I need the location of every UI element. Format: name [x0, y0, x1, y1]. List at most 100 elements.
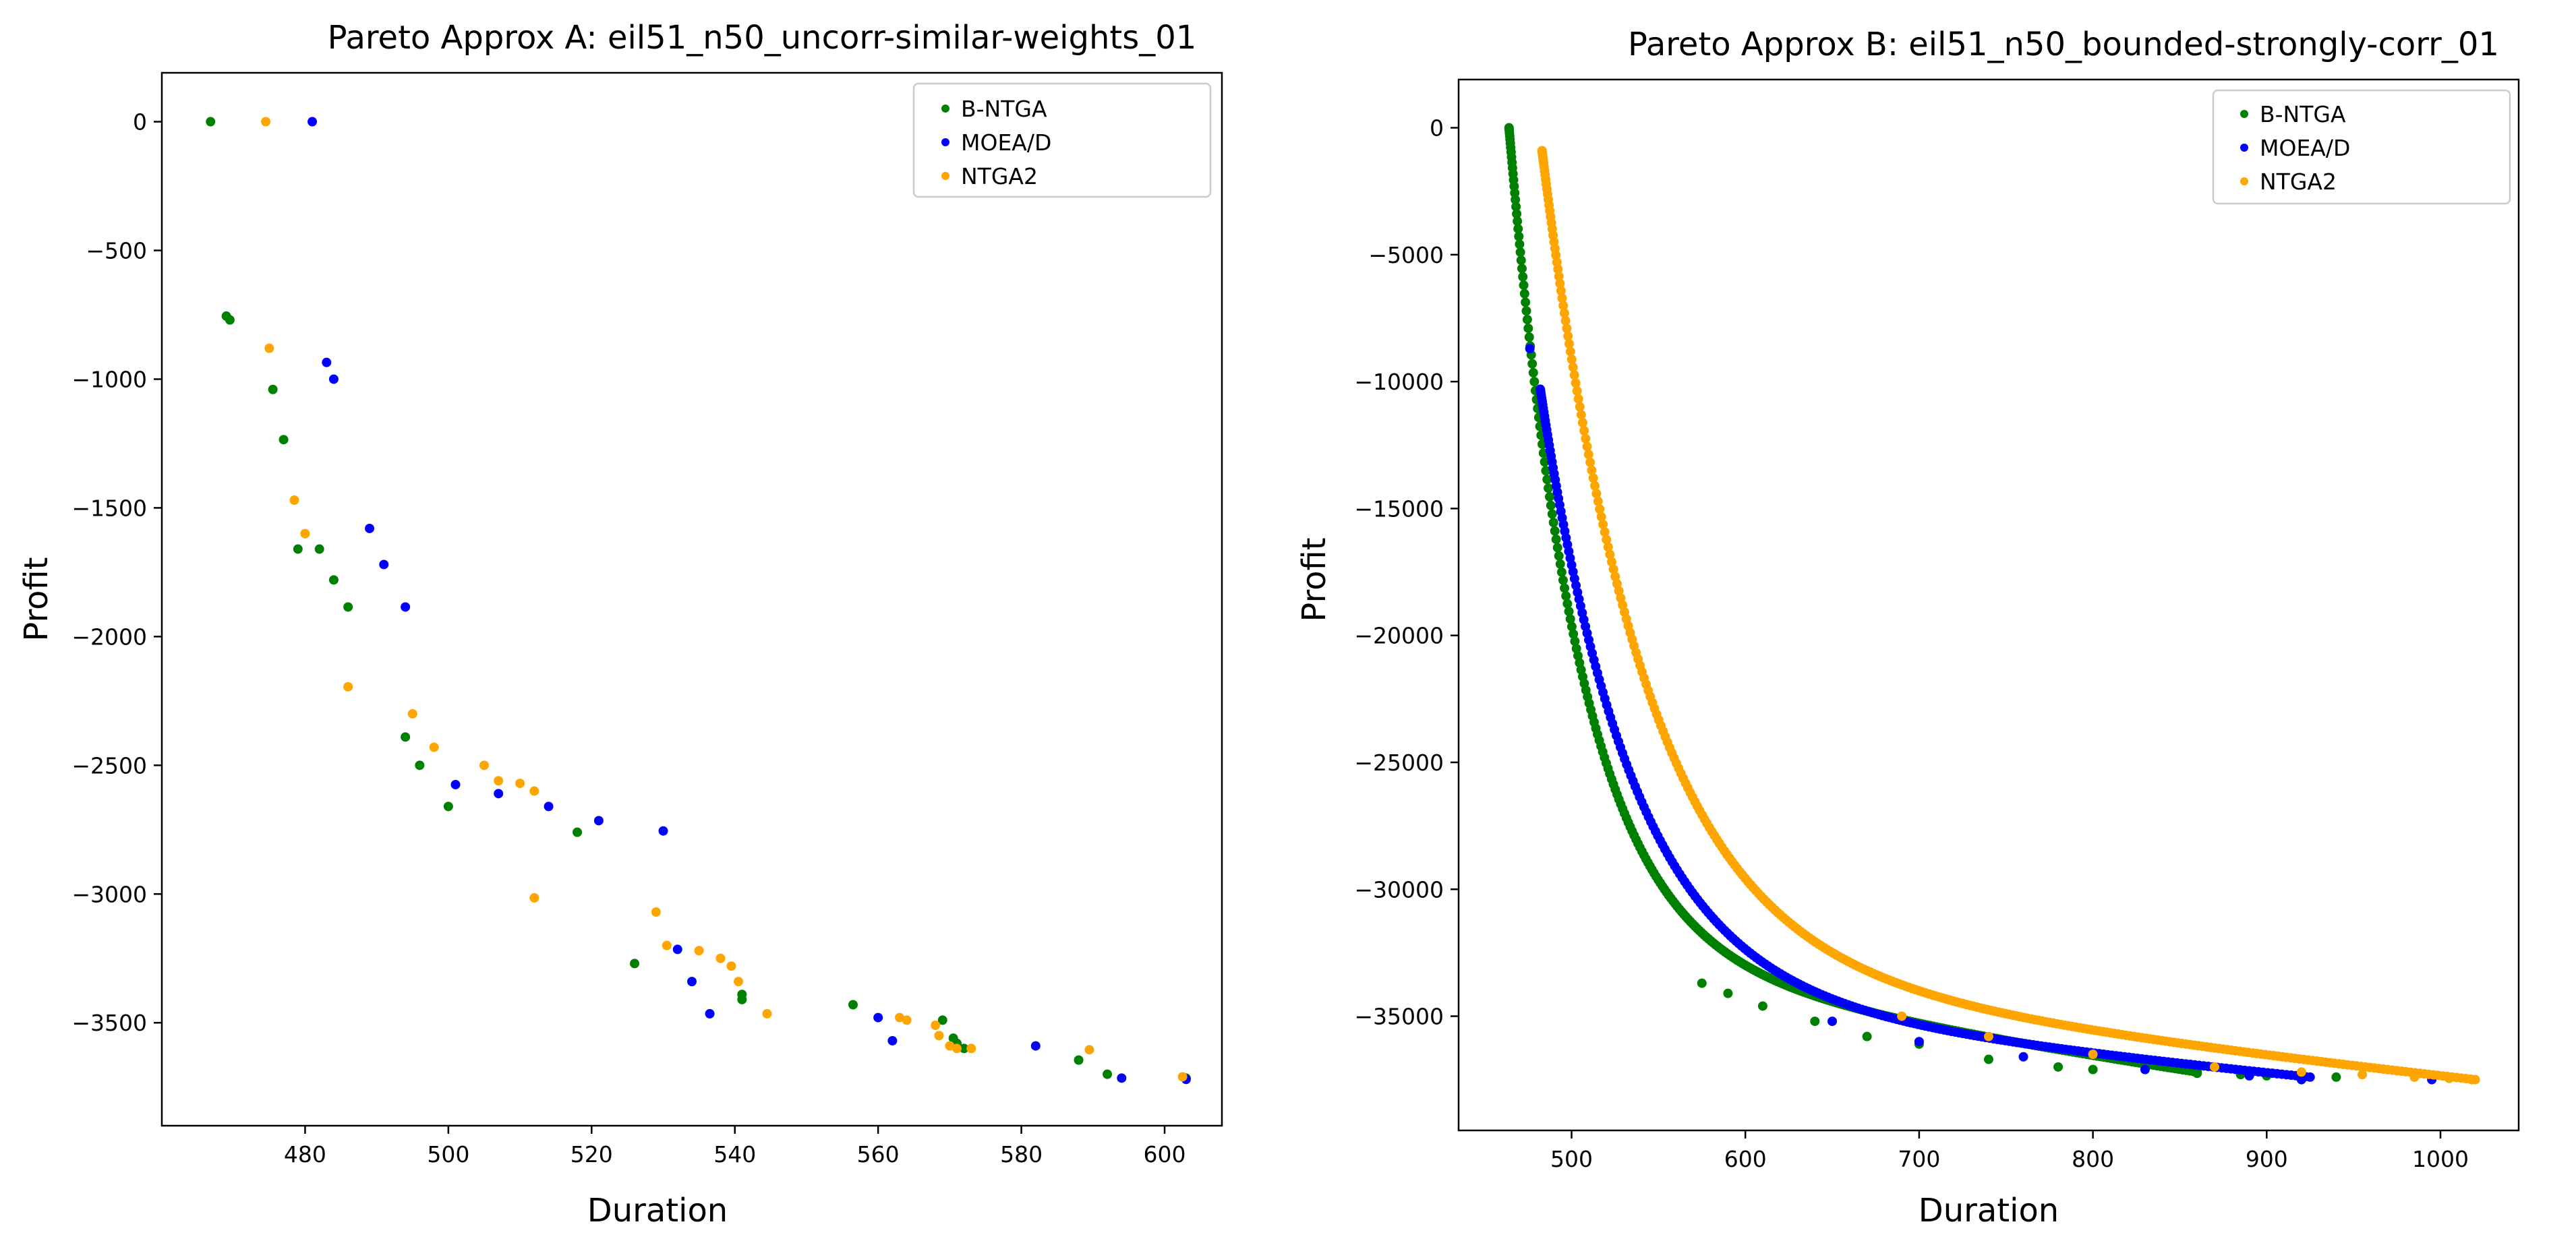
- chart-a-point-ntga2: [662, 940, 672, 950]
- chart-a-x-tick-label: 540: [713, 1141, 756, 1168]
- chart-a-x-tick-label: 520: [570, 1141, 613, 1168]
- chart-b-point-ntga2: [1590, 481, 1600, 491]
- chart-b-point-b-ntga: [1540, 457, 1550, 467]
- chart-b-point-b-ntga: [2088, 1064, 2098, 1074]
- chart-b-point-ntga2: [1602, 535, 1612, 545]
- chart-a-point-b-ntga: [573, 827, 583, 837]
- chart-b-point-ntga2: [1606, 557, 1616, 567]
- chart-a-point-moea-d: [672, 944, 682, 954]
- chart-a-point-moea-d: [365, 523, 375, 533]
- chart-b-point-b-ntga: [1541, 466, 1551, 476]
- chart-a-point-moea-d: [1117, 1073, 1127, 1083]
- chart-b-point-ntga2: [1572, 386, 1582, 396]
- chart-b-point-b-ntga: [1516, 255, 1526, 266]
- chart-b-point-b-ntga: [1519, 289, 1529, 299]
- chart-a-point-ntga2: [762, 1008, 772, 1019]
- chart-b-point-b-ntga: [1573, 650, 1583, 661]
- chart-b-point-ntga2: [1568, 362, 1578, 372]
- chart-a-point-ntga2: [529, 786, 539, 796]
- chart-b-point-b-ntga: [1571, 644, 1581, 654]
- chart-a-y-tick-label: −500: [86, 238, 147, 264]
- chart-a-point-ntga2: [343, 681, 353, 692]
- chart-b-x-tick-label: 600: [1724, 1146, 1767, 1172]
- chart-b-point-b-ntga: [1510, 188, 1520, 198]
- chart-a-point-ntga2: [952, 1043, 962, 1054]
- chart-b-legend-marker-moead: [2240, 144, 2248, 152]
- chart-b-point-b-ntga: [1546, 500, 1556, 510]
- chart-a-point-b-ntga: [343, 602, 353, 612]
- chart-b-x-tick-label: 800: [2072, 1146, 2114, 1172]
- chart-b-point-b-ntga: [1556, 567, 1567, 577]
- chart-b-point-ntga2: [1600, 527, 1610, 537]
- chart-b-point-ntga2: [2210, 1062, 2220, 1072]
- chart-a-point-moea-d: [308, 117, 318, 127]
- chart-b-point-b-ntga: [1555, 559, 1565, 569]
- chart-a-point-moea-d: [593, 816, 604, 826]
- chart-b-point-b-ntga: [1521, 306, 1531, 316]
- chart-b-point-ntga2: [1598, 519, 1608, 529]
- chart-a-y-tick-label: −1500: [71, 495, 147, 521]
- chart-a-point-b-ntga: [415, 760, 425, 770]
- chart-b-point-b-ntga: [1551, 535, 1561, 545]
- chart-b-point-b-ntga: [1567, 622, 1577, 632]
- chart-b-point-b-ntga: [1723, 988, 1733, 998]
- chart-a-point-moea-d: [322, 357, 332, 367]
- chart-b-x-tick-label: 1000: [2412, 1146, 2469, 1172]
- chart-a-point-moea-d: [328, 374, 339, 384]
- chart-a-point-ntga2: [895, 1012, 905, 1023]
- chart-a-point-b-ntga: [328, 575, 339, 585]
- chart-b-point-ntga2: [1608, 564, 1618, 574]
- chart-a-y-tick-label: −2500: [71, 752, 147, 779]
- chart-a-point-b-ntga: [937, 1015, 947, 1025]
- chart-b-point-ntga2: [1595, 504, 1605, 514]
- chart-b-point-b-ntga: [1862, 1031, 1872, 1041]
- chart-b-y-tick-label: 0: [1430, 115, 1444, 142]
- chart-a-x-tick-label: 580: [1000, 1141, 1043, 1168]
- chart-b-y-axis-label: Profit: [1295, 537, 1333, 622]
- chart-b-point-ntga2: [1563, 331, 1573, 341]
- chart-a-x-tick-label: 480: [284, 1141, 326, 1168]
- chart-b-point-ntga2: [1556, 286, 1566, 296]
- chart-b-point-b-ntga: [1514, 231, 1524, 241]
- chart-a-point-b-ntga: [401, 732, 411, 742]
- chart-b-point-b-ntga: [1544, 483, 1554, 493]
- chart-b-legend-box: [2212, 89, 2511, 205]
- chart-a-point-moea-d: [379, 559, 389, 570]
- chart-a-point-ntga2: [715, 953, 726, 963]
- chart-a-legend-marker-moead: [941, 138, 949, 146]
- chart-a: Pareto Approx A: eil51_n50_uncorr-simila…: [18, 19, 1223, 1230]
- chart-b-y-tick-label: −20000: [1354, 623, 1444, 649]
- chart-b-x-tick-label: 500: [1550, 1146, 1593, 1172]
- chart-a-point-moea-d: [401, 602, 411, 612]
- chart-b-point-b-ntga: [1511, 195, 1521, 205]
- chart-b-point-ntga2: [1575, 402, 1585, 412]
- chart-b-point-b-ntga: [1810, 1017, 1820, 1027]
- chart-a-point-ntga2: [734, 977, 744, 987]
- chart-b-point-ntga2: [1552, 257, 1562, 267]
- chart-b-point-ntga2: [1576, 410, 1586, 420]
- chart-a-point-moea-d: [687, 977, 697, 987]
- chart-b-legend-label-ntga2: NTGA2: [2260, 169, 2337, 195]
- chart-b-point-ntga2: [1612, 579, 1622, 589]
- chart-b-point-ntga2: [1587, 465, 1597, 475]
- chart-b-point-ntga2: [2358, 1070, 2368, 1080]
- chart-b-point-b-ntga: [1513, 224, 1523, 234]
- chart-a-point-ntga2: [966, 1043, 976, 1054]
- chart-b-point-b-ntga: [1522, 315, 1532, 325]
- chart-a-point-ntga2: [264, 343, 274, 353]
- chart-b-point-ntga2: [1603, 542, 1613, 552]
- chart-b-point-b-ntga: [1554, 551, 1564, 561]
- chart-a-legend-marker-ntga2: [941, 172, 949, 180]
- chart-b-point-b-ntga: [1552, 543, 1562, 553]
- chart-a-point-b-ntga: [268, 384, 278, 394]
- chart-b-point-ntga2: [1567, 355, 1577, 365]
- chart-b-point-ntga2: [1560, 315, 1571, 326]
- chart-b-point-ntga2: [1593, 496, 1603, 506]
- chart-a-point-b-ntga: [314, 544, 324, 554]
- chart-a-point-ntga2: [515, 779, 525, 789]
- chart-b-point-moea-d: [2140, 1064, 2150, 1074]
- chart-a-point-ntga2: [407, 708, 417, 719]
- chart-b-point-b-ntga: [1558, 575, 1568, 585]
- chart-a-point-moea-d: [873, 1012, 883, 1023]
- chart-b-point-b-ntga: [1547, 509, 1557, 519]
